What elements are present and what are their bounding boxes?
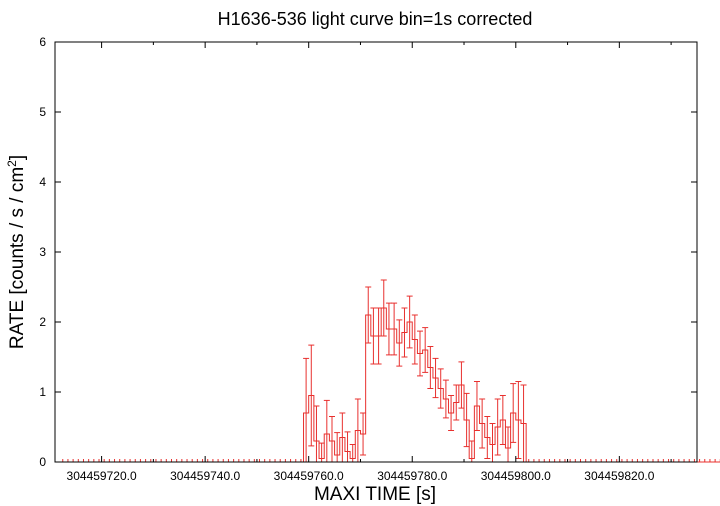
data-point [323, 399, 330, 462]
data-point [479, 398, 486, 449]
data-point [515, 381, 522, 459]
data-point [401, 307, 408, 358]
data-point [510, 383, 517, 443]
rate-step-line [60, 307, 720, 463]
data-point [448, 395, 455, 431]
data-point [473, 381, 480, 431]
data-point [453, 384, 460, 421]
x-tick-label: 304459800.0 [481, 469, 551, 483]
x-tick-label: 304459780.0 [377, 469, 447, 483]
data-point [442, 379, 449, 419]
data-point [427, 346, 434, 389]
y-axis-label: RATE [counts / s / cm2] [5, 155, 29, 349]
chart-title: H1636-536 light curve bin=1s corrected [217, 9, 533, 29]
y-axis-label-text: RATE [counts / s / cm [7, 166, 29, 350]
x-tick-label: 304459820.0 [584, 469, 654, 483]
data-point [334, 432, 341, 462]
x-axis-label: MAXI TIME [s] [313, 484, 437, 505]
data-point [328, 416, 335, 462]
x-tick-label: 304459720.0 [67, 469, 137, 483]
series-layer [60, 279, 720, 463]
y-tick-label: 2 [39, 315, 46, 329]
data-point [354, 398, 361, 462]
data-point [417, 330, 424, 377]
data-point [344, 431, 351, 462]
data-point [520, 384, 527, 462]
data-point [411, 314, 418, 365]
data-point [406, 295, 413, 349]
data-point [484, 416, 491, 459]
ticks-layer: 0 1 2 3 4 5 6 304459720.0 304459740.0 304459760.0… [39, 35, 697, 483]
data-point [494, 398, 501, 456]
y-tick-label: 4 [39, 175, 46, 189]
y-axis-label-exponent: 2 [4, 160, 19, 167]
data-point [391, 302, 398, 356]
data-point [365, 286, 372, 344]
y-tick-label: 1 [39, 385, 46, 399]
data-point [313, 405, 320, 462]
data-point [468, 440, 475, 462]
data-point [308, 344, 315, 447]
data-point [396, 319, 403, 367]
x-tick-label: 304459760.0 [274, 469, 344, 483]
data-point [375, 307, 382, 365]
data-point [499, 395, 506, 445]
y-axis-label-close: ] [7, 154, 29, 161]
x-tick-label: 304459740.0 [170, 469, 240, 483]
y-tick-label: 0 [39, 455, 46, 469]
data-point [489, 423, 496, 462]
data-point [360, 412, 367, 456]
data-point [339, 412, 346, 462]
data-point [318, 442, 325, 462]
y-tick-label: 5 [39, 105, 46, 119]
y-tick-label: 6 [39, 35, 46, 49]
data-point [370, 307, 377, 365]
plot-frame [54, 41, 698, 463]
data-point [432, 357, 439, 399]
data-point [385, 302, 392, 356]
data-point [437, 368, 444, 409]
data-point [505, 426, 512, 462]
data-point [303, 357, 310, 462]
y-tick-label: 3 [39, 245, 46, 259]
data-point [349, 444, 356, 462]
data-point [422, 327, 429, 373]
data-point [463, 392, 470, 448]
data-point [380, 279, 387, 337]
data-point [458, 361, 465, 409]
